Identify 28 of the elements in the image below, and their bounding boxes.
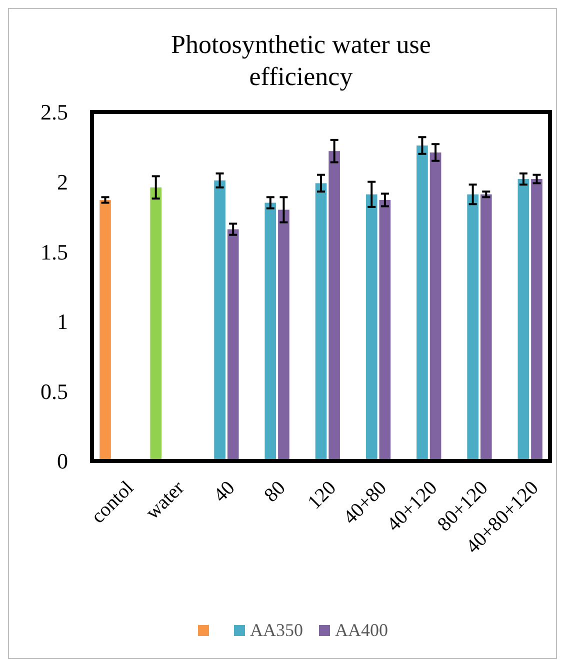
bar xyxy=(264,202,276,461)
bar xyxy=(315,183,327,461)
bar xyxy=(100,200,111,461)
bar xyxy=(214,180,226,461)
bar xyxy=(366,194,378,461)
x-tick-label: 40 xyxy=(210,476,240,507)
bar xyxy=(467,194,478,461)
legend-label: AA350 xyxy=(250,620,303,640)
bar xyxy=(416,146,428,461)
bar xyxy=(518,179,530,461)
x-tick-label: 120 xyxy=(304,476,340,514)
bar xyxy=(480,194,492,461)
bar xyxy=(379,200,391,461)
bar xyxy=(150,187,162,461)
y-tick-label: 1.5 xyxy=(40,239,68,264)
legend-label: AA400 xyxy=(335,620,388,640)
y-tick-label: 0.5 xyxy=(40,378,68,404)
bar xyxy=(531,179,542,461)
y-tick-label: 2.5 xyxy=(40,100,68,125)
y-tick-label: 2 xyxy=(57,170,68,194)
y-tick-label: 0 xyxy=(57,448,68,474)
bar xyxy=(328,151,340,461)
x-tick-label: 80 xyxy=(260,476,290,507)
bar xyxy=(430,152,442,461)
bar xyxy=(278,210,290,461)
chart-title: Photosynthetic water use efficiency xyxy=(171,30,431,91)
y-tick-label: 1 xyxy=(57,309,68,334)
bar xyxy=(227,229,239,461)
